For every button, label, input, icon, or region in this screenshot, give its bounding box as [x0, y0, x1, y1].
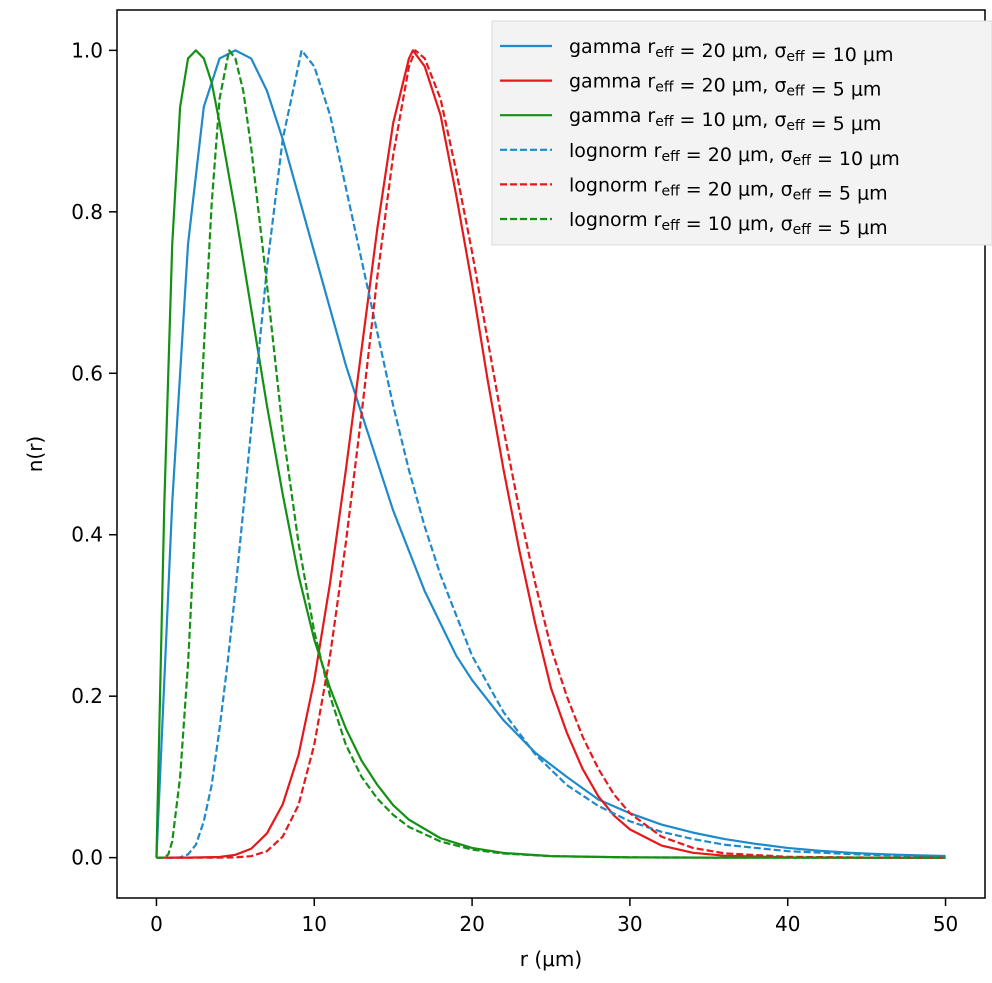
y-tick-label: 0.8 [71, 200, 103, 224]
series-line-6 [156, 49, 946, 859]
legend-label-2: gamma reff = 20 μm, σeff = 5 μm [569, 71, 881, 101]
y-tick-label: 1.0 [71, 38, 103, 62]
plot-frame [116, 9, 986, 899]
y-tick-label: 0.4 [71, 523, 103, 547]
y-tick-label: 0.6 [71, 361, 103, 385]
series-line-2 [156, 49, 946, 859]
y-axis-ticks: 0.0 0.2 0.4 0.6 0.8 1.0 [71, 38, 117, 870]
series-line-3 [155, 49, 946, 859]
y-axis-label: n(r) [23, 436, 47, 473]
x-axis-ticks: 0 10 20 30 40 50 [150, 898, 958, 936]
legend-label-1: gamma reff = 20 μm, σeff = 10 μm [569, 36, 894, 66]
legend: gamma reff = 20 μm, σeff = 10 μm gamma re… [491, 20, 992, 246]
legend-label-4: lognorm reff = 20 μm, σeff = 10 μm [569, 140, 900, 170]
series-layer [155, 49, 946, 859]
legend-label-6: lognorm reff = 10 μm, σeff = 5 μm [569, 209, 888, 239]
legend-box [491, 20, 992, 246]
y-tick-label: 0.2 [71, 684, 103, 708]
x-tick-label: 30 [617, 912, 642, 936]
series-line-4 [156, 49, 946, 859]
y-tick-label: 0.0 [71, 846, 103, 870]
x-axis-label: r (μm) [520, 947, 582, 971]
legend-label-5: lognorm reff = 20 μm, σeff = 5 μm [569, 174, 888, 204]
x-tick-label: 50 [933, 912, 958, 936]
x-tick-label: 20 [459, 912, 484, 936]
x-tick-label: 0 [150, 912, 163, 936]
x-tick-label: 40 [775, 912, 800, 936]
legend-label-3: gamma reff = 10 μm, σeff = 5 μm [569, 105, 881, 135]
x-tick-label: 10 [302, 912, 327, 936]
series-line-1 [155, 49, 946, 858]
series-line-5 [156, 49, 946, 859]
